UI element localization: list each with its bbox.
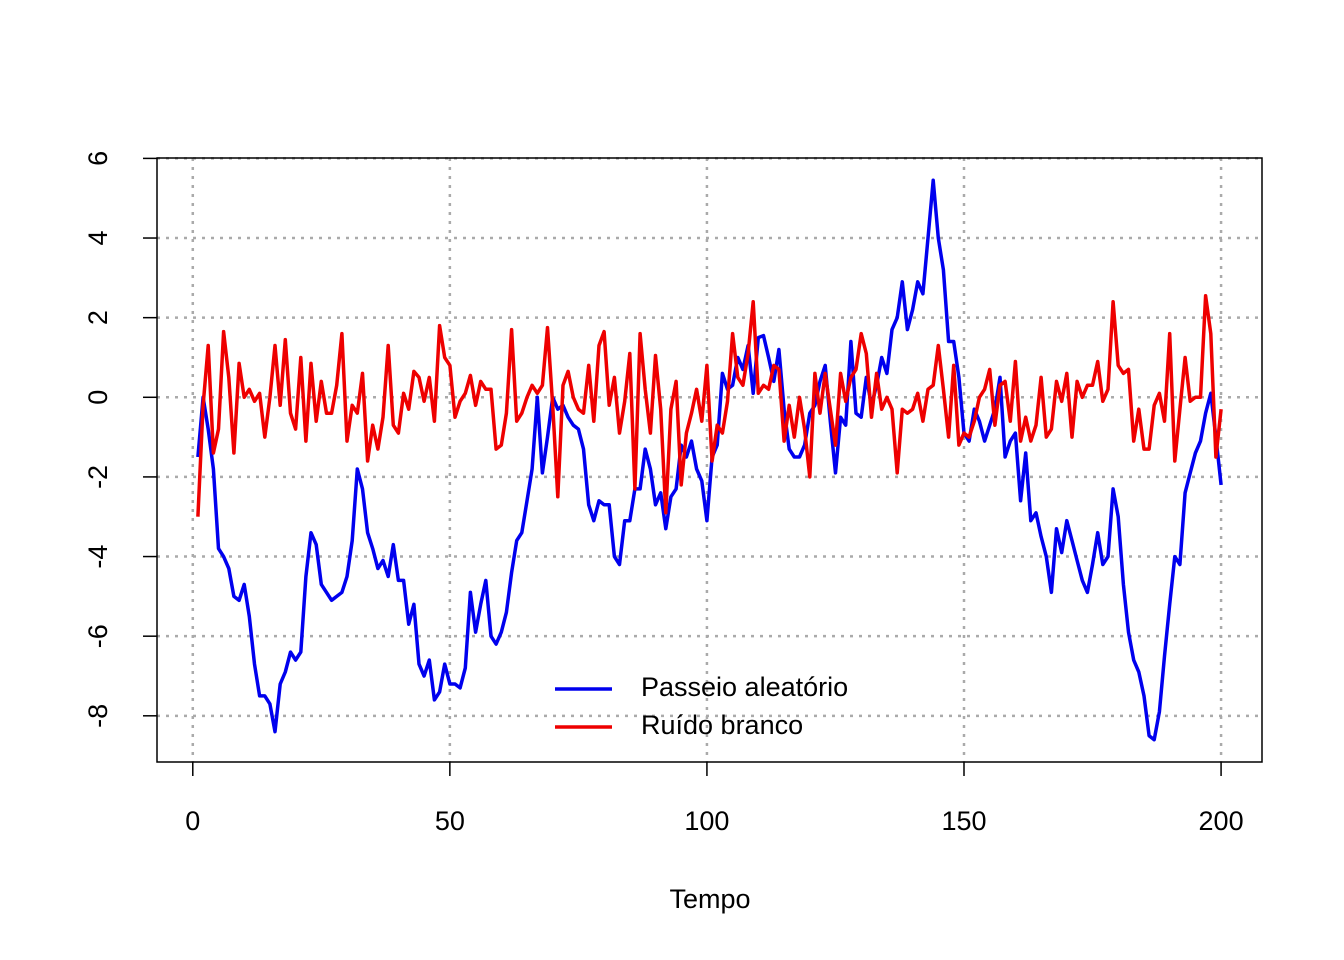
series-line: [196, 294, 1223, 517]
x-tick-label: 200: [1199, 806, 1244, 836]
x-tick-label: 0: [185, 806, 200, 836]
y-tick-label: 2: [83, 310, 113, 325]
legend-label: Ruído branco: [641, 710, 803, 740]
y-tick-label: -4: [83, 545, 113, 569]
y-tick-label: 0: [83, 390, 113, 405]
series-line: [196, 178, 1223, 742]
x-tick-label: 100: [684, 806, 729, 836]
y-tick-label: -6: [83, 624, 113, 648]
x-tick-label: 50: [435, 806, 465, 836]
y-tick-label: 6: [83, 151, 113, 166]
y-tick-label: 4: [83, 231, 113, 246]
x-axis-label: Tempo: [669, 884, 750, 914]
legend-label: Passeio aleatório: [641, 672, 848, 702]
x-tick-label: 150: [941, 806, 986, 836]
y-tick-label: -8: [83, 704, 113, 728]
y-tick-label: -2: [83, 465, 113, 489]
plot-box: [156, 157, 1263, 763]
